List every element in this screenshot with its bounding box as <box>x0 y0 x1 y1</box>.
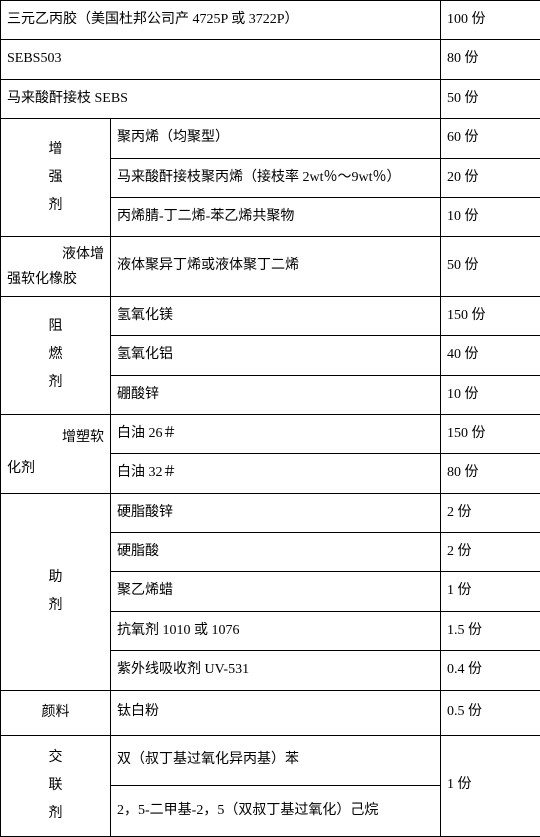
amount: 1 份 <box>441 572 540 611</box>
category-pigment: 颜料 <box>1 690 111 735</box>
table-row: 增 强 剂 聚丙烯（均聚型） 60 份 <box>1 119 540 158</box>
char: 交 <box>7 744 104 772</box>
amount: 150 份 <box>441 296 540 335</box>
composition-table: 三元乙丙胶（美国杜邦公司产 4725P 或 3722P） 100 份 SEBS5… <box>0 0 540 837</box>
material-name: 马来酸酐接枝 SEBS <box>1 79 441 118</box>
table-row: 增塑软 白油 26＃ 150 份 <box>1 414 540 453</box>
char: 剂 <box>7 369 104 397</box>
amount: 50 份 <box>441 237 540 296</box>
material-name: 马来酸酐接枝聚丙烯（接枝率 2wt％～9wt％） <box>111 158 441 197</box>
amount: 60 份 <box>441 119 540 158</box>
amount: 20 份 <box>441 158 540 197</box>
table-row: 阻 燃 剂 氢氧化镁 150 份 <box>1 296 540 335</box>
table-row: 化剂 白油 32＃ 80 份 <box>1 454 540 493</box>
table-row: 液体增 液体聚异丁烯或液体聚丁二烯 50 份 <box>1 237 540 270</box>
table-row: 颜料 钛白粉 0.5 份 <box>1 690 540 735</box>
material-name: 白油 32＃ <box>111 454 441 493</box>
char: 剂 <box>7 800 104 828</box>
char: 剂 <box>7 192 104 220</box>
table-row: 马来酸酐接枝 SEBS 50 份 <box>1 79 540 118</box>
amount: 100 份 <box>441 1 540 40</box>
char: 助 <box>7 564 104 592</box>
material-name: 钛白粉 <box>111 690 441 735</box>
material-name: 硬脂酸 <box>111 533 441 572</box>
amount: 80 份 <box>441 40 540 79</box>
amount: 0.5 份 <box>441 690 540 735</box>
category-aux: 助 剂 <box>1 493 111 690</box>
amount: 1.5 份 <box>441 611 540 650</box>
amount: 40 份 <box>441 336 540 375</box>
material-name: SEBS503 <box>1 40 441 79</box>
table-row: 助 剂 硬脂酸锌 2 份 <box>1 493 540 532</box>
material-name: 双（叔丁基过氧化异丙基）苯 <box>111 735 441 786</box>
table-row: 交 联 剂 双（叔丁基过氧化异丙基）苯 1 份 <box>1 735 540 786</box>
char: 剂 <box>7 592 104 620</box>
material-name: 丙烯腈-丁二烯-苯乙烯共聚物 <box>111 197 441 236</box>
table-row: 三元乙丙胶（美国杜邦公司产 4725P 或 3722P） 100 份 <box>1 1 540 40</box>
char: 增 <box>7 136 104 164</box>
material-name: 硬脂酸锌 <box>111 493 441 532</box>
amount: 2 份 <box>441 533 540 572</box>
material-name: 氢氧化镁 <box>111 296 441 335</box>
amount: 150 份 <box>441 414 540 453</box>
char: 燃 <box>7 341 104 369</box>
char: 强 <box>7 164 104 192</box>
char: 联 <box>7 772 104 800</box>
amount: 1 份 <box>441 735 540 836</box>
material-name: 氢氧化铝 <box>111 336 441 375</box>
material-name: 2，5-二甲基-2，5（双叔丁基过氧化）己烷 <box>111 786 441 837</box>
amount: 10 份 <box>441 375 540 414</box>
amount: 0.4 份 <box>441 651 540 690</box>
category-plast-b: 化剂 <box>1 454 111 493</box>
amount: 50 份 <box>441 79 540 118</box>
material-name: 硼酸锌 <box>111 375 441 414</box>
amount: 10 份 <box>441 197 540 236</box>
material-name: 聚乙烯蜡 <box>111 572 441 611</box>
category-crosslink: 交 联 剂 <box>1 735 111 836</box>
material-name: 抗氧剂 1010 或 1076 <box>111 611 441 650</box>
material-name: 紫外线吸收剂 UV-531 <box>111 651 441 690</box>
material-name: 白油 26＃ <box>111 414 441 453</box>
category-flame: 阻 燃 剂 <box>1 296 111 414</box>
category-liquid-a: 液体增 <box>1 237 111 270</box>
material-name: 三元乙丙胶（美国杜邦公司产 4725P 或 3722P） <box>1 1 441 40</box>
material-name: 液体聚异丁烯或液体聚丁二烯 <box>111 237 441 296</box>
amount: 2 份 <box>441 493 540 532</box>
amount: 80 份 <box>441 454 540 493</box>
category-plast-a: 增塑软 <box>1 414 111 453</box>
material-name: 聚丙烯（均聚型） <box>111 119 441 158</box>
category-enhancer: 增 强 剂 <box>1 119 111 237</box>
char: 阻 <box>7 313 104 341</box>
category-liquid-b: 强软化橡胶 <box>1 269 111 296</box>
table-row: SEBS503 80 份 <box>1 40 540 79</box>
